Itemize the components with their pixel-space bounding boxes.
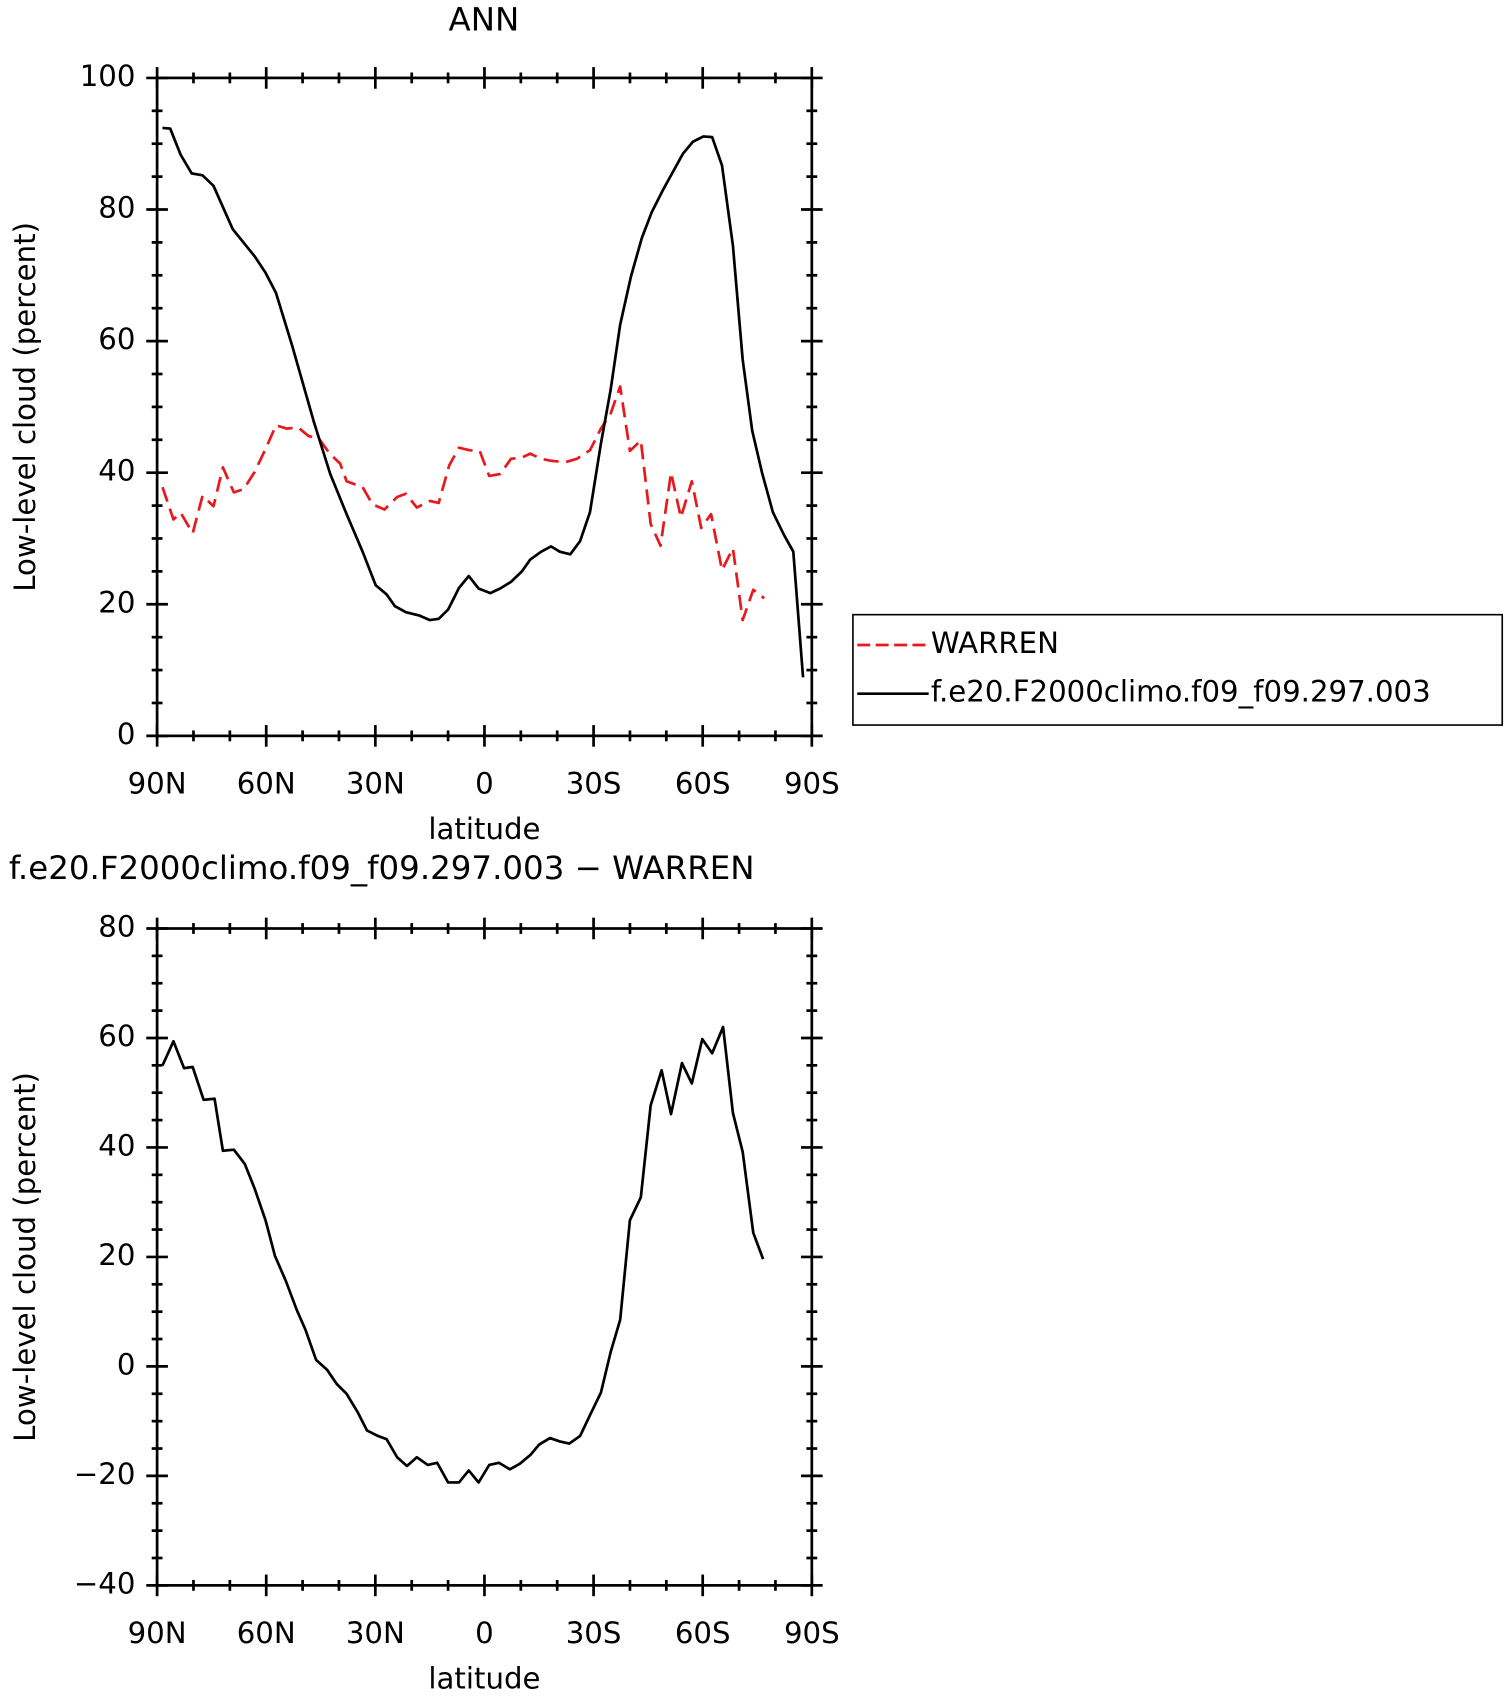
y-tick-label: 60	[98, 1019, 135, 1053]
series-line	[162, 126, 805, 678]
plot-frame	[155, 76, 814, 738]
y-tick-label: 100	[80, 59, 136, 93]
y-tick-label: 60	[98, 322, 135, 356]
x-tick-label: 60S	[675, 1616, 731, 1650]
x-tick-label: 60N	[237, 1616, 296, 1650]
y-tick-label: −20	[74, 1457, 136, 1491]
chart-title: ANN	[449, 1, 520, 39]
legend-label: f.e20.F2000climo.f09_f09.297.003	[931, 675, 1431, 709]
y-axis-label: Low-level cloud (percent)	[8, 222, 42, 592]
x-axis-label: latitude	[428, 1662, 540, 1696]
y-tick-label: 40	[98, 454, 135, 488]
x-tick-label: 90N	[128, 1616, 187, 1650]
y-tick-label: 0	[117, 717, 136, 751]
x-tick-label: 90S	[784, 767, 840, 801]
x-tick-label: 30S	[566, 767, 622, 801]
plot-frame	[155, 927, 814, 1587]
series-line	[161, 1025, 765, 1484]
y-tick-label: 20	[98, 585, 135, 619]
series-line	[161, 385, 766, 622]
x-tick-label: 0	[475, 1616, 494, 1650]
x-tick-label: 30N	[346, 1616, 405, 1650]
x-axis-label: latitude	[428, 812, 540, 846]
y-tick-label: 80	[98, 191, 135, 225]
y-tick-label: 0	[117, 1347, 136, 1381]
chart-title: f.e20.F2000climo.f09_f09.297.003 − WARRE…	[9, 849, 755, 887]
x-tick-label: 0	[475, 767, 494, 801]
x-tick-label: 90S	[784, 1616, 840, 1650]
legend-label: WARREN	[931, 626, 1059, 660]
x-tick-label: 90N	[128, 767, 187, 801]
legend-box	[852, 613, 1504, 726]
y-tick-label: −40	[74, 1566, 136, 1600]
x-tick-label: 60N	[237, 767, 296, 801]
y-tick-label: 40	[98, 1128, 135, 1162]
y-tick-label: 80	[98, 909, 135, 943]
y-axis-label: Low-level cloud (percent)	[8, 1072, 42, 1442]
y-tick-label: 20	[98, 1238, 135, 1272]
x-tick-label: 30N	[346, 767, 405, 801]
x-tick-label: 60S	[675, 767, 731, 801]
x-tick-label: 30S	[566, 1616, 622, 1650]
